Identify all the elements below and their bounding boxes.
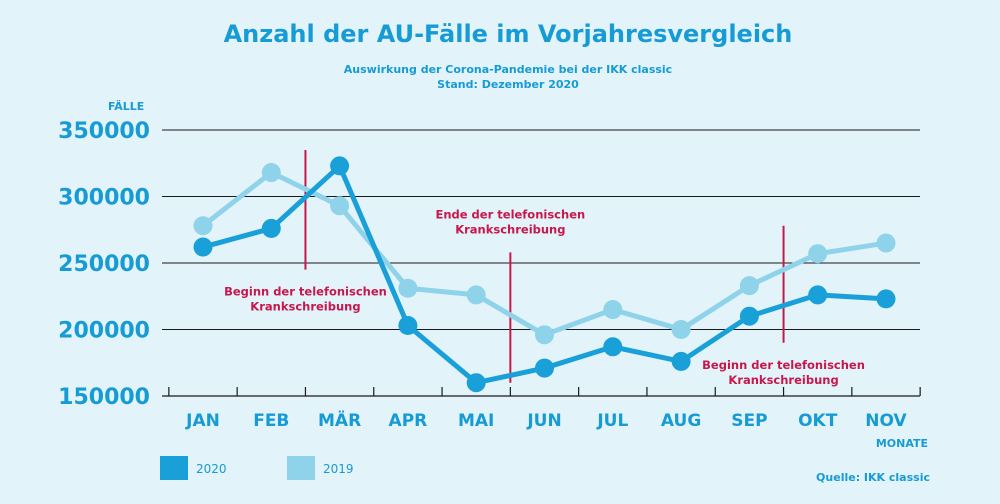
data-point-2020	[739, 306, 759, 326]
annotation-text: Beginn der telefonischen	[224, 285, 387, 299]
legend-swatch-2019	[287, 456, 315, 480]
data-point-2019	[466, 285, 486, 305]
source-note: Quelle: IKK classic	[816, 471, 930, 484]
data-point-2020	[671, 351, 691, 371]
y-tick-label: 300000	[58, 186, 150, 211]
data-point-2019	[535, 325, 554, 345]
data-point-2020	[808, 285, 828, 305]
annotation-text: Beginn der telefonischen	[702, 358, 865, 372]
y-tick-label: 150000	[58, 385, 150, 410]
chart-title: Anzahl der AU-Fälle im Vorjahresvergleic…	[224, 20, 793, 48]
data-point-2020	[193, 237, 213, 257]
data-point-2019	[739, 276, 759, 296]
data-point-2020	[398, 316, 418, 336]
data-point-2019	[398, 278, 418, 298]
data-point-2020	[603, 337, 623, 357]
x-tick-label: OKT	[798, 411, 838, 431]
annotation-text: Krankschreibung	[455, 222, 565, 236]
x-tick-label: APR	[389, 411, 428, 431]
y-tick-label: 350000	[58, 119, 150, 144]
data-point-2019	[808, 244, 828, 264]
x-tick-label: MAI	[458, 411, 494, 431]
chart-subtitle-line-1: Auswirkung der Corona-Pandemie bei der I…	[344, 63, 672, 76]
annotation-text: Krankschreibung	[250, 300, 360, 314]
data-point-2019	[671, 320, 691, 339]
data-point-2020	[466, 373, 486, 393]
y-tick-label: 200000	[58, 319, 150, 344]
series-layer	[193, 156, 896, 393]
data-point-2019	[876, 233, 896, 253]
y-axis-label: FÄLLE	[108, 99, 144, 113]
x-tick-label: AUG	[661, 411, 701, 431]
annotation-text: Krankschreibung	[728, 373, 838, 387]
data-point-2019	[330, 196, 350, 216]
data-point-2020	[261, 218, 281, 238]
annotation-text: Ende der telefonischen	[435, 207, 585, 221]
y-tick-label: 250000	[58, 252, 150, 277]
x-tick-label: SEP	[731, 411, 767, 431]
x-tick-label: MÄR	[318, 409, 361, 431]
x-tick-label: JAN	[185, 411, 220, 431]
x-tick-label: JUL	[596, 411, 628, 431]
data-point-2020	[330, 156, 350, 176]
data-point-2019	[193, 216, 213, 236]
data-point-2020	[876, 289, 896, 309]
chart-subtitle-line-2: Stand: Dezember 2020	[437, 78, 579, 91]
legend-label-2020: 2020	[196, 462, 227, 476]
x-tick-labels: JAN FEB MÄR APR MAI JUN JUL AUG SEP OKT NOV	[185, 409, 907, 431]
legend-swatch-2020	[160, 456, 188, 480]
data-point-2019	[603, 300, 623, 320]
legend-label-2019: 2019	[323, 462, 354, 476]
data-point-2020	[535, 358, 554, 378]
x-tick-label: FEB	[253, 411, 289, 431]
gridlines	[162, 129, 921, 397]
y-tick-labels: 150000 200000 250000 300000 350000	[58, 119, 150, 410]
x-axis-label: MONATE	[876, 437, 928, 450]
data-point-2019	[261, 163, 281, 183]
x-tick-label: JUN	[526, 411, 561, 431]
x-tick-label: NOV	[865, 411, 907, 431]
